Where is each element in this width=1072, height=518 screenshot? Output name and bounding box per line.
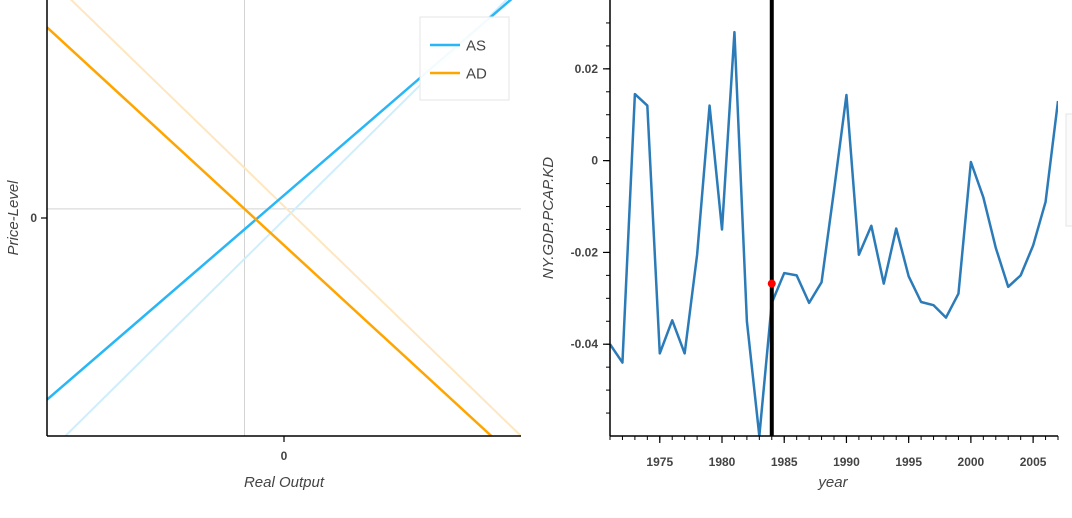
- left-series-group: [47, 0, 521, 436]
- right-plot-area: [610, 0, 1058, 436]
- gdp-growth-series-line: [610, 30, 1058, 436]
- legend-label-ad: AD: [466, 66, 487, 83]
- legend: AS AD: [419, 16, 510, 101]
- y-tick-label: -0.02: [571, 245, 599, 259]
- y-tick-label: -0.04: [571, 337, 599, 351]
- x-tick-label: 1990: [833, 455, 860, 469]
- x-tick-label: 1975: [646, 455, 673, 469]
- left-x-axis-title: Real Output: [244, 474, 325, 491]
- x-tick-label: 1985: [771, 455, 798, 469]
- right-x-axis-title: year: [817, 474, 848, 491]
- right-y-axis-title: NY.GDP.PCAP.KD: [540, 157, 557, 279]
- x-tick-label: 1980: [709, 455, 736, 469]
- clipped-widget-edge: [1065, 113, 1072, 227]
- left-chart: 0 0 Real Output Price-Level AS AD: [5, 0, 521, 491]
- right-chart: 1975 1980 1985 1990 1995 2000 2005 0.02 0 -0.02 -…: [540, 0, 1072, 491]
- ad-line-faded: [69, 0, 521, 436]
- left-plot-area: [47, 0, 521, 436]
- x-tick-label: 2005: [1020, 455, 1047, 469]
- legend-box: [419, 16, 510, 101]
- right-y-ticks: 0.02 0 -0.02 -0.04: [571, 22, 610, 414]
- right-x-ticks: 1975 1980 1985 1990 1995 2000 2005: [609, 436, 1059, 469]
- left-y-tick-label: 0: [30, 211, 37, 225]
- x-tick-label: 1995: [895, 455, 922, 469]
- y-tick-label: 0.02: [575, 62, 599, 76]
- selected-year-marker: [767, 279, 776, 288]
- x-tick-label: 2000: [958, 455, 985, 469]
- left-x-tick-label: 0: [281, 449, 288, 463]
- y-tick-label: 0: [591, 154, 598, 168]
- left-y-axis-title: Price-Level: [5, 180, 22, 256]
- legend-label-as: AS: [466, 38, 486, 55]
- ad-line: [47, 26, 493, 436]
